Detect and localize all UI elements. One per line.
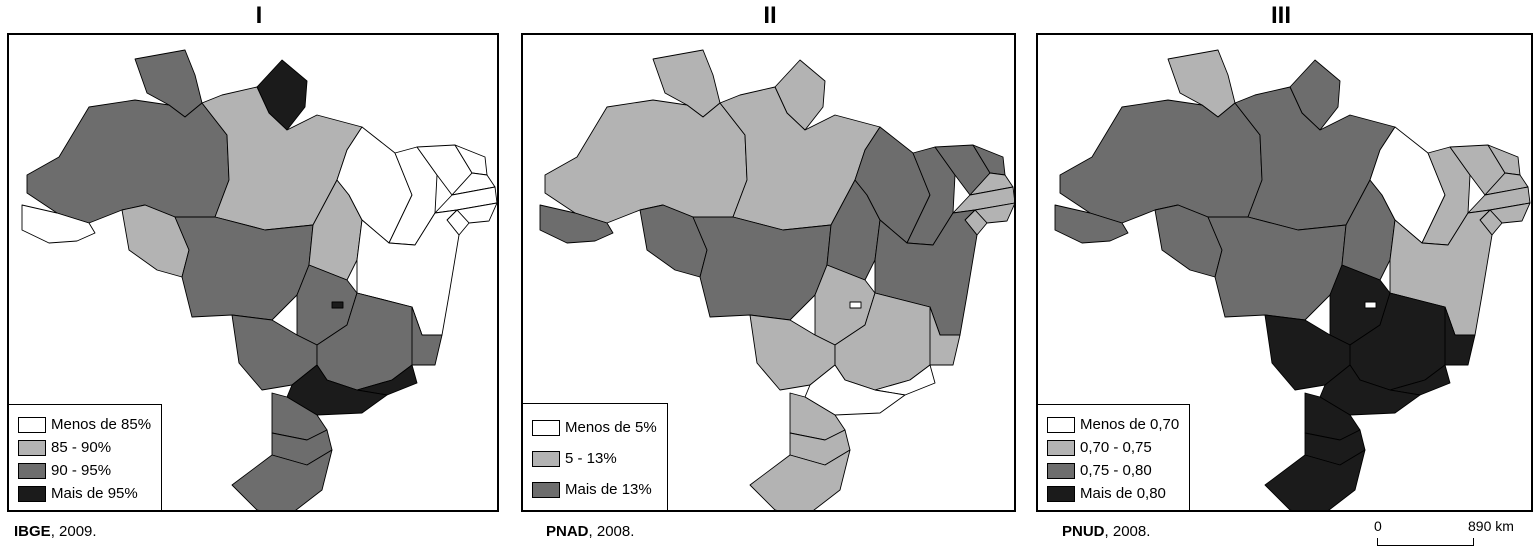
legend-swatch <box>1047 462 1075 479</box>
state-rs <box>231 449 333 510</box>
state-es <box>1444 306 1476 366</box>
source-org: PNUD <box>1062 523 1105 540</box>
legend-swatch <box>532 419 560 436</box>
legend-item: 5 - 13% <box>532 443 657 474</box>
map-panel: Menos de 5% 5 - 13% Mais de 13% <box>521 33 1016 512</box>
legend-swatch <box>1047 485 1075 502</box>
legend-swatch <box>18 485 46 502</box>
map-states <box>21 49 497 510</box>
map-source: PNUD, 2008. <box>1062 523 1150 540</box>
brazil-map <box>1054 49 1531 510</box>
legend-item: Menos de 0,70 <box>1047 413 1179 436</box>
legend-label: Mais de 13% <box>565 481 652 498</box>
legend-swatch <box>1047 416 1075 433</box>
state-am <box>1059 99 1263 224</box>
legend-item: 0,75 - 0,80 <box>1047 459 1179 482</box>
state-ac <box>539 204 614 244</box>
source-year: , 2008. <box>588 523 635 540</box>
map-source: PNAD, 2008. <box>546 523 634 540</box>
source-year: , 2009. <box>50 523 97 540</box>
legend-item: Menos de 85% <box>18 413 151 436</box>
scale-bar: 0 890 km <box>1372 518 1532 552</box>
state-rs <box>1264 449 1366 510</box>
state-df <box>331 301 344 309</box>
legend-label: 85 - 90% <box>51 439 112 456</box>
state-mt <box>692 216 832 321</box>
state-ac <box>21 204 96 244</box>
state-ac <box>1054 204 1129 244</box>
state-es <box>929 306 961 366</box>
map-title: III <box>1270 2 1291 29</box>
scale-end-label: 890 km <box>1468 518 1514 534</box>
legend-swatch <box>1047 439 1075 456</box>
legend-swatch <box>18 462 46 479</box>
scale-start-label: 0 <box>1374 518 1382 534</box>
state-am <box>544 99 748 224</box>
legend-item: Menos de 5% <box>532 412 657 443</box>
legend-item: Mais de 13% <box>532 474 657 505</box>
brazil-map <box>539 49 1014 510</box>
legend-swatch <box>18 439 46 456</box>
legend-item: 0,70 - 0,75 <box>1047 436 1179 459</box>
state-rs <box>749 449 851 510</box>
state-am <box>26 99 230 224</box>
source-year: , 2008. <box>1104 523 1151 540</box>
legend-swatch <box>18 416 46 433</box>
legend-swatch <box>532 481 560 498</box>
legend-item: 85 - 90% <box>18 436 151 459</box>
legend-swatch <box>532 450 560 467</box>
legend-item: 90 - 95% <box>18 459 151 482</box>
scale-line <box>1377 538 1474 546</box>
map-title: I <box>255 2 263 29</box>
legend-item: Mais de 0,80 <box>1047 482 1179 505</box>
map-legend: Menos de 5% 5 - 13% Mais de 13% <box>523 403 668 510</box>
brazil-map <box>21 49 497 510</box>
legend-label: 5 - 13% <box>565 450 617 467</box>
state-df <box>1364 301 1377 309</box>
legend-label: Mais de 0,80 <box>1080 485 1166 502</box>
map-states <box>539 49 1014 510</box>
legend-label: 0,75 - 0,80 <box>1080 462 1152 479</box>
map-title: II <box>763 2 777 29</box>
legend-item: Mais de 95% <box>18 482 151 505</box>
map-panel: Menos de 85% 85 - 90% 90 - 95% Mais de 9… <box>7 33 499 512</box>
map-legend: Menos de 0,70 0,70 - 0,75 0,75 - 0,80 Ma… <box>1038 404 1191 510</box>
legend-label: 90 - 95% <box>51 462 112 479</box>
state-mt <box>1207 216 1347 321</box>
map-panel: Menos de 0,70 0,70 - 0,75 0,75 - 0,80 Ma… <box>1036 33 1533 512</box>
legend-label: 0,70 - 0,75 <box>1080 439 1152 456</box>
legend-label: Menos de 0,70 <box>1080 416 1180 433</box>
legend-label: Menos de 85% <box>51 416 152 433</box>
state-es <box>411 306 443 366</box>
state-df <box>849 301 862 309</box>
legend-label: Menos de 5% <box>565 419 657 436</box>
map-legend: Menos de 85% 85 - 90% 90 - 95% Mais de 9… <box>9 404 163 510</box>
map-states <box>1054 49 1531 510</box>
map-source: IBGE, 2009. <box>14 523 97 540</box>
state-mt <box>174 216 314 321</box>
legend-label: Mais de 95% <box>51 485 138 502</box>
source-org: IBGE <box>14 523 51 540</box>
source-org: PNAD <box>546 523 589 540</box>
